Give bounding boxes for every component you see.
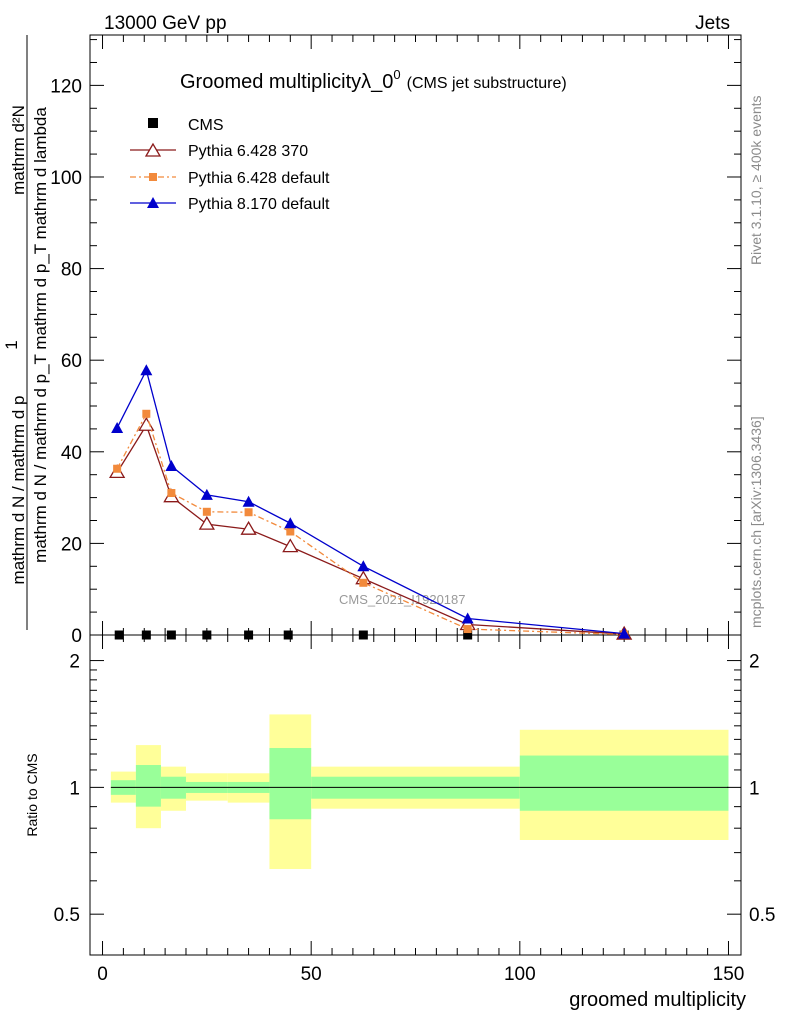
data-point <box>111 421 124 433</box>
data-point <box>166 630 176 640</box>
x-axis-label: groomed multiplicity <box>569 989 746 1011</box>
y-tick-label: 20 <box>61 534 82 555</box>
legend: CMS Pythia 6.428 370 Pythia 6.428 defaul… <box>130 117 330 213</box>
data-point <box>463 630 473 640</box>
data-point <box>142 409 151 418</box>
ratio-y-tick-label: 0.5 <box>54 905 80 926</box>
y-label-denominator: mathrm d N / mathrm d p_T mathrm d p_T m… <box>31 107 50 563</box>
legend-label-pythia6-default: Pythia 6.428 default <box>188 170 330 187</box>
ratio-y-tick-label-right: 1 <box>749 778 760 799</box>
data-point <box>358 630 368 640</box>
ratio-y-tick-label-right: 0.5 <box>749 905 775 926</box>
data-point <box>618 627 631 639</box>
data-point <box>114 630 124 640</box>
legend-label-pythia8-default: Pythia 8.170 default <box>188 196 330 213</box>
ratio-y-tick-label: 2 <box>69 652 80 673</box>
y-label-numerator: mathrm d²N <box>9 105 28 195</box>
data-point <box>198 515 215 530</box>
x-tick-label: 0 <box>97 964 108 985</box>
data-point <box>461 612 474 624</box>
y-tick-label: 40 <box>61 443 82 464</box>
data-point <box>242 495 255 507</box>
data-point <box>357 560 370 572</box>
series-layer <box>108 364 633 640</box>
ratio-y-axis: 0.5 0.5 1 1 2 2 <box>54 652 776 927</box>
data-point <box>244 630 254 640</box>
main-y-axis: 0 20 40 60 80 100 120 <box>50 39 741 647</box>
legend-marker-pythia8-default <box>147 197 159 208</box>
x-tick-label: 100 <box>504 964 536 985</box>
data-point <box>200 488 213 500</box>
ratio-band-stat <box>135 765 161 807</box>
rivet-version-label: Rivet 3.1.10, ≥ 400k events <box>748 95 764 265</box>
mcplots-credit-label: mcplots.cern.ch [arXiv:1306.3436] <box>748 416 764 628</box>
y-tick-label: 100 <box>50 168 82 189</box>
legend-marker-pythia6-370 <box>144 142 162 157</box>
ratio-y-tick-label: 1 <box>69 778 80 799</box>
y-label-prefactor-num: 1 <box>2 340 21 349</box>
data-point <box>286 527 295 536</box>
data-point <box>463 625 472 634</box>
data-point <box>140 364 153 376</box>
y-tick-label: 80 <box>61 260 82 281</box>
data-point <box>244 508 253 517</box>
y-tick-label: 120 <box>50 76 82 97</box>
ratio-band-stat <box>269 748 312 820</box>
plot-title-sup: 0 <box>393 67 400 82</box>
header-energy: 13000 GeV pp <box>104 13 227 34</box>
data-point <box>113 464 122 473</box>
y-tick-label: 0 <box>71 626 82 647</box>
data-point <box>202 630 212 640</box>
legend-label-pythia6-370: Pythia 6.428 370 <box>188 143 308 160</box>
x-tick-label: 50 <box>301 964 322 985</box>
x-tick-label: 150 <box>713 964 745 985</box>
ratio-y-tick-label-right: 2 <box>749 652 760 673</box>
legend-marker-cms <box>148 118 158 128</box>
data-point <box>138 416 155 431</box>
y-axis-label: 1 mathrm d N / mathrm d p mathrm d²N mat… <box>2 35 50 630</box>
analysis-watermark: CMS_2021_I1920187 <box>339 592 466 607</box>
data-point <box>202 507 211 516</box>
ratio-y-axis-label: Ratio to CMS <box>24 753 40 836</box>
data-point <box>283 630 293 640</box>
data-point <box>282 538 299 553</box>
header-category: Jets <box>695 13 730 34</box>
data-point <box>141 630 151 640</box>
y-label-pre-den: mathrm d N / mathrm d p <box>9 396 28 585</box>
legend-marker-pythia6-default <box>149 173 157 181</box>
ratio-bands <box>110 714 729 870</box>
plot-title-main: Groomed multiplicityλ_0 <box>180 71 393 93</box>
data-point <box>359 578 368 587</box>
y-tick-label: 60 <box>61 351 82 372</box>
data-point <box>284 517 297 529</box>
plot-title: Groomed multiplicityλ_00 (CMS jet substru… <box>180 67 567 93</box>
data-point <box>165 459 178 471</box>
ratio-band-stat <box>519 755 729 811</box>
data-point <box>240 520 257 535</box>
plot-title-sub: (CMS jet substructure) <box>407 75 567 92</box>
data-point <box>167 489 176 498</box>
legend-label-cms: CMS <box>188 117 224 134</box>
